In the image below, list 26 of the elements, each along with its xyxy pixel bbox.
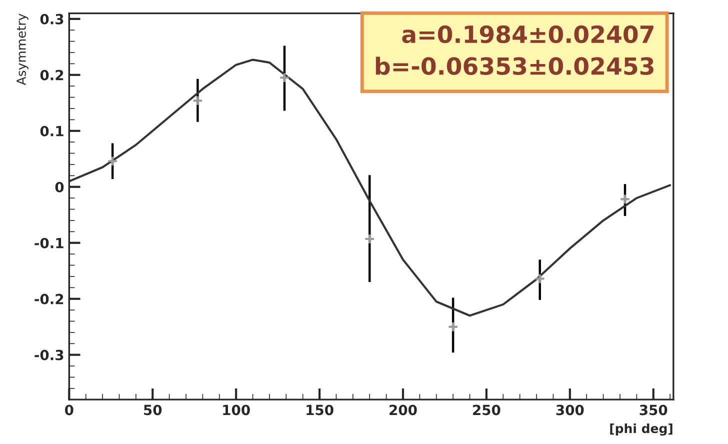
y-tick-label: 0.3 bbox=[40, 14, 64, 24]
y-tick-label: 0.2 bbox=[40, 70, 64, 80]
x-tick-label: 0 bbox=[64, 404, 74, 416]
y-tick-label: -0.3 bbox=[34, 350, 64, 360]
point bbox=[364, 233, 376, 244]
x-tick-label: 50 bbox=[144, 404, 162, 416]
x-tick-label: 100 bbox=[223, 404, 250, 416]
point bbox=[534, 273, 546, 284]
y-tick-label: 0.1 bbox=[40, 126, 64, 136]
x-tick-label: 200 bbox=[390, 404, 417, 416]
point bbox=[448, 321, 459, 332]
x-tick-label: 250 bbox=[473, 404, 500, 416]
point bbox=[107, 156, 118, 167]
x-axis-title: [phi deg] bbox=[610, 423, 672, 436]
y-axis-title: Asymmetry bbox=[16, 14, 28, 86]
y-tick-label: 0 bbox=[55, 182, 64, 192]
point bbox=[620, 194, 630, 205]
y-tick-label: -0.2 bbox=[34, 294, 64, 304]
x-tick-label: 350 bbox=[640, 404, 668, 416]
y-tick-label: -0.1 bbox=[34, 238, 64, 248]
point bbox=[192, 95, 204, 106]
x-tick-label: 300 bbox=[556, 404, 584, 416]
x-tick-label: 150 bbox=[306, 404, 334, 416]
line-series bbox=[69, 58, 672, 317]
point bbox=[279, 72, 290, 84]
annotation: a=0.1984±0.02407 b=-0.06353±0.02453 bbox=[376, 25, 654, 76]
